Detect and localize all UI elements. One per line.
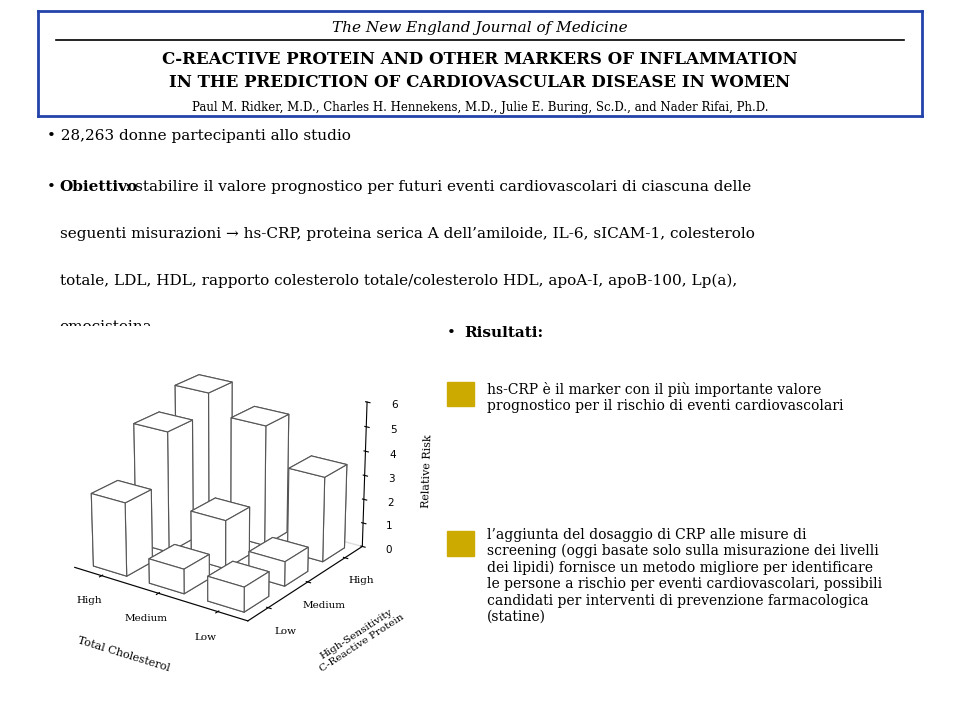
Text: •: • [47, 180, 61, 194]
Text: : stabilire il valore prognostico per futuri eventi cardiovascolari di ciascuna : : stabilire il valore prognostico per fu… [125, 180, 752, 194]
Bar [446, 381, 474, 406]
Text: • 28,263 donne partecipanti allo studio: • 28,263 donne partecipanti allo studio [47, 129, 351, 144]
Text: C-REACTIVE PROTEIN AND OTHER MARKERS OF INFLAMMATION: C-REACTIVE PROTEIN AND OTHER MARKERS OF … [162, 51, 798, 68]
Text: •: • [446, 326, 461, 340]
Text: Paul M. Ridker, M.D., Charles H. Hennekens, M.D., Julie E. Buring, Sc.D., and Na: Paul M. Ridker, M.D., Charles H. Henneke… [192, 102, 768, 115]
Text: totale, LDL, HDL, rapporto colesterolo totale/colesterolo HDL, apoA-I, apoB-100,: totale, LDL, HDL, rapporto colesterolo t… [60, 273, 737, 288]
Y-axis label: High-Sensitivity
C-Reactive Protein: High-Sensitivity C-Reactive Protein [312, 604, 405, 674]
Text: seguenti misurazioni → hs-CRP, proteina serica A dell’amiloide, IL-6, sICAM-1, c: seguenti misurazioni → hs-CRP, proteina … [60, 227, 755, 241]
Text: hs-CRP è il marker con il più importante valore
prognostico per il rischio di ev: hs-CRP è il marker con il più importante… [487, 381, 843, 413]
Text: Risultati:: Risultati: [464, 326, 543, 340]
Text: The New England Journal of Medicine: The New England Journal of Medicine [332, 22, 628, 36]
Bar [446, 531, 474, 555]
Text: IN THE PREDICTION OF CARDIOVASCULAR DISEASE IN WOMEN: IN THE PREDICTION OF CARDIOVASCULAR DISE… [169, 74, 791, 91]
X-axis label: Total Cholesterol: Total Cholesterol [76, 635, 171, 674]
Text: l’aggiunta del dosaggio di CRP alle misure di
screening (oggi basate solo sulla : l’aggiunta del dosaggio di CRP alle misu… [487, 528, 881, 624]
Text: omocisteina: omocisteina [60, 320, 153, 334]
Text: Obiettivo: Obiettivo [60, 180, 137, 194]
